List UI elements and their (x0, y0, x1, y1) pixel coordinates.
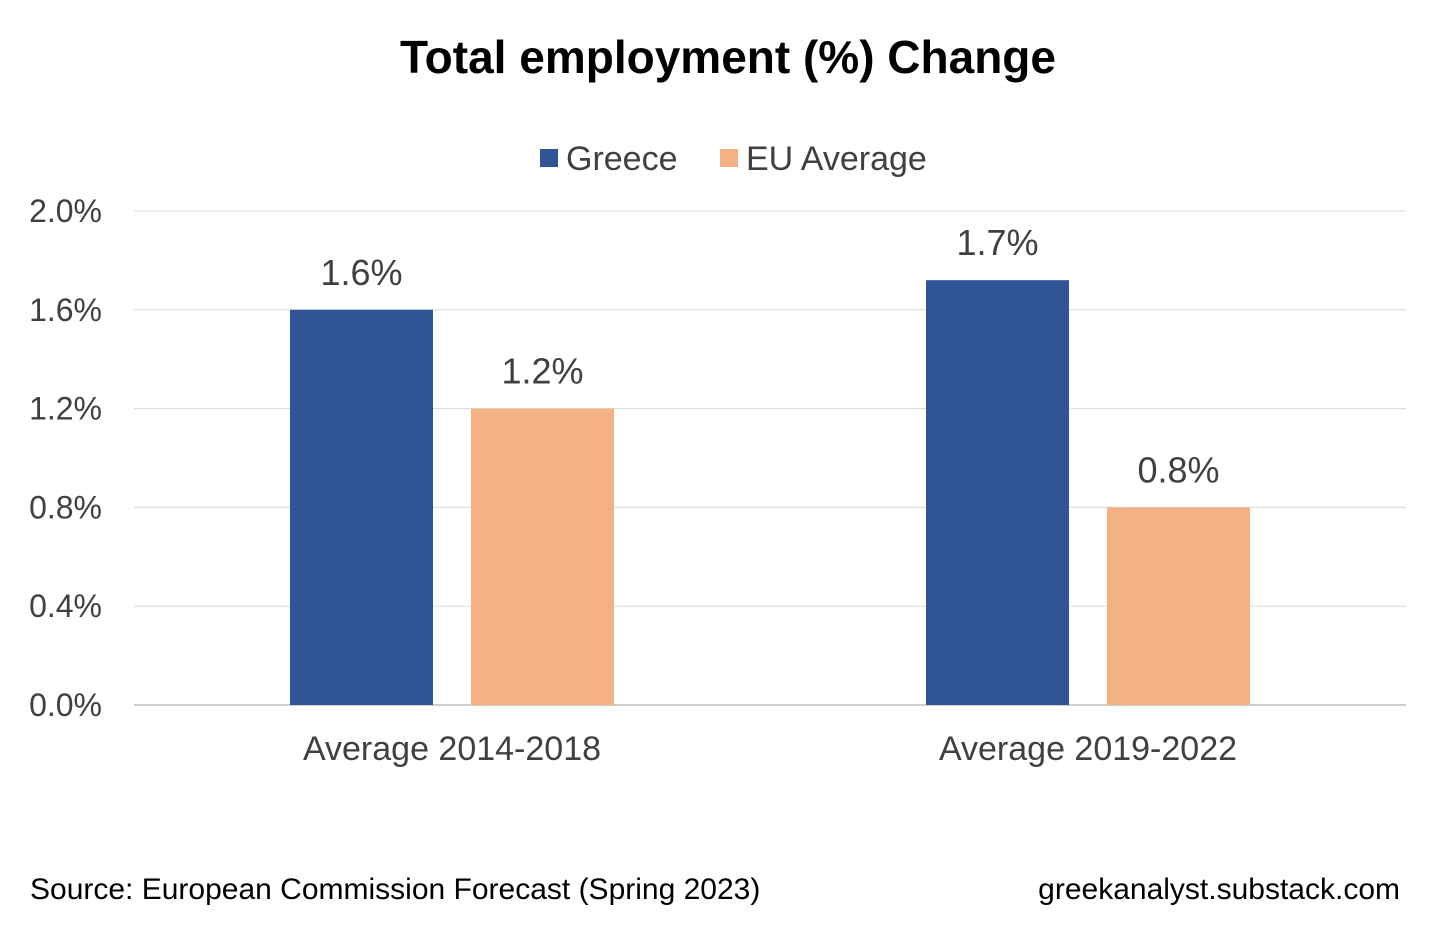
y-tick-label: 0.8% (29, 489, 102, 525)
y-tick-label: 0.4% (29, 588, 102, 624)
x-category-label: Average 2014-2018 (303, 730, 601, 768)
legend-label: Greece (566, 140, 678, 178)
x-axis-categories: Average 2014-2018 Average 2019-2022 (303, 730, 1237, 768)
bar (471, 408, 614, 705)
website-credit: greekanalyst.substack.com (1038, 873, 1400, 906)
data-label: 1.6% (320, 252, 402, 293)
legend-label: EU Average (746, 140, 927, 178)
y-tick-label: 2.0% (29, 193, 102, 229)
bar (290, 309, 433, 705)
data-label: 1.7% (956, 222, 1038, 263)
y-tick-label: 0.0% (29, 687, 102, 723)
legend-swatch (540, 149, 558, 167)
source-note: Source: European Commission Forecast (Sp… (30, 873, 761, 906)
data-label: 1.2% (501, 351, 583, 392)
y-tick-label: 1.2% (29, 391, 102, 427)
y-tick-label: 1.6% (29, 292, 102, 328)
data-labels: 1.6% 1.2% 1.7% 0.8% (320, 222, 1219, 490)
bar (1107, 507, 1250, 705)
y-axis-ticks: 0.0% 0.4% 0.8% 1.2% 1.6% 2.0% (29, 193, 102, 723)
bars (290, 280, 1250, 705)
legend: Greece EU Average (540, 140, 927, 178)
x-category-label: Average 2019-2022 (939, 730, 1237, 768)
bar (926, 280, 1069, 705)
data-label: 0.8% (1137, 449, 1219, 490)
legend-swatch (720, 149, 738, 167)
chart-title: Total employment (%) Change (400, 31, 1056, 83)
